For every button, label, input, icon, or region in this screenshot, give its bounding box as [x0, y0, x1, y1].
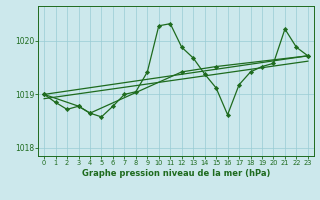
X-axis label: Graphe pression niveau de la mer (hPa): Graphe pression niveau de la mer (hPa): [82, 169, 270, 178]
